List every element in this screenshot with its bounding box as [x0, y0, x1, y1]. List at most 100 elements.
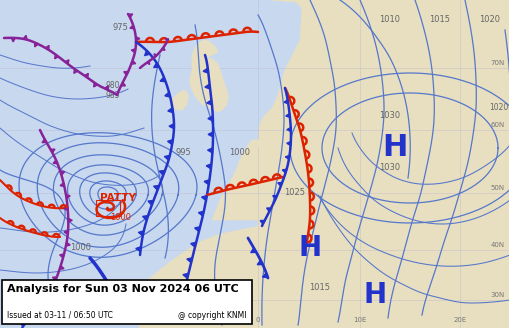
Polygon shape: [153, 186, 159, 190]
Polygon shape: [64, 206, 68, 210]
Polygon shape: [282, 169, 286, 173]
Text: 40N: 40N: [490, 242, 504, 248]
Polygon shape: [65, 60, 69, 64]
Text: 0: 0: [255, 317, 260, 323]
Polygon shape: [60, 183, 64, 187]
Text: 995: 995: [175, 148, 190, 157]
Text: 50N: 50N: [490, 185, 504, 191]
Polygon shape: [167, 108, 173, 113]
Polygon shape: [164, 155, 169, 160]
Polygon shape: [45, 45, 49, 50]
Polygon shape: [285, 113, 290, 117]
Polygon shape: [74, 69, 77, 73]
Polygon shape: [159, 171, 164, 175]
Polygon shape: [177, 305, 182, 310]
Polygon shape: [250, 248, 256, 253]
Polygon shape: [66, 195, 70, 198]
Polygon shape: [54, 54, 59, 59]
Polygon shape: [23, 35, 27, 40]
Polygon shape: [131, 49, 135, 53]
Polygon shape: [60, 266, 64, 269]
Polygon shape: [153, 63, 159, 68]
Text: 1015: 1015: [309, 283, 330, 292]
Text: Issued at 03-11 / 06:50 UTC: Issued at 03-11 / 06:50 UTC: [7, 311, 112, 320]
Text: 1010: 1010: [379, 15, 400, 24]
Text: 1000: 1000: [110, 213, 131, 222]
Polygon shape: [285, 155, 289, 159]
Polygon shape: [124, 72, 128, 75]
Polygon shape: [172, 90, 188, 110]
Polygon shape: [165, 39, 168, 41]
Polygon shape: [60, 171, 65, 175]
FancyBboxPatch shape: [2, 280, 251, 324]
Text: 60N: 60N: [490, 122, 504, 128]
Text: 70N: 70N: [490, 60, 504, 66]
Text: 1000: 1000: [70, 243, 91, 252]
Polygon shape: [50, 149, 55, 153]
Polygon shape: [186, 258, 192, 263]
Polygon shape: [204, 180, 209, 185]
Text: 1030: 1030: [379, 111, 400, 120]
Text: 1020-: 1020-: [488, 103, 509, 112]
Polygon shape: [194, 227, 200, 232]
Polygon shape: [207, 148, 212, 153]
Polygon shape: [284, 100, 288, 104]
Polygon shape: [286, 141, 290, 146]
Polygon shape: [167, 140, 173, 145]
Polygon shape: [286, 128, 290, 132]
Text: 1015: 1015: [429, 15, 449, 24]
Polygon shape: [35, 42, 38, 47]
Text: 980: 980: [105, 81, 120, 90]
Polygon shape: [53, 160, 58, 164]
Polygon shape: [201, 195, 207, 200]
Polygon shape: [21, 323, 25, 327]
Polygon shape: [206, 164, 211, 169]
Text: 975: 975: [112, 23, 128, 32]
Polygon shape: [148, 200, 153, 205]
Polygon shape: [60, 254, 64, 258]
Polygon shape: [84, 73, 88, 78]
Polygon shape: [34, 304, 39, 307]
Polygon shape: [135, 247, 141, 252]
Polygon shape: [260, 220, 264, 224]
Polygon shape: [52, 277, 57, 281]
Polygon shape: [183, 273, 188, 278]
Text: PATTY: PATTY: [100, 193, 136, 203]
Text: H: H: [298, 234, 321, 262]
Polygon shape: [121, 82, 125, 86]
Polygon shape: [179, 289, 185, 294]
Text: Analysis for Sun 03 Nov 2024 06 UTC: Analysis for Sun 03 Nov 2024 06 UTC: [7, 284, 238, 294]
Polygon shape: [143, 215, 148, 220]
Text: 1020: 1020: [478, 15, 499, 24]
Polygon shape: [160, 77, 165, 82]
Polygon shape: [164, 92, 170, 97]
Text: 1030: 1030: [379, 163, 400, 172]
Polygon shape: [130, 25, 134, 29]
Polygon shape: [138, 231, 144, 236]
Polygon shape: [147, 61, 149, 65]
Polygon shape: [11, 38, 15, 42]
Polygon shape: [191, 40, 217, 70]
Polygon shape: [208, 132, 213, 137]
Polygon shape: [208, 116, 213, 121]
Text: 10E: 10E: [353, 317, 366, 323]
Text: H: H: [382, 133, 407, 162]
Polygon shape: [266, 208, 271, 212]
Polygon shape: [168, 124, 174, 129]
Polygon shape: [190, 58, 228, 112]
Bar: [96, 200, 120, 216]
Polygon shape: [257, 260, 262, 265]
Polygon shape: [190, 242, 196, 247]
Polygon shape: [154, 54, 157, 57]
Text: @ copyright KNMI: @ copyright KNMI: [178, 311, 246, 320]
Polygon shape: [104, 86, 108, 90]
Text: 1025: 1025: [284, 188, 305, 197]
Polygon shape: [212, 0, 509, 328]
Polygon shape: [135, 37, 139, 41]
Polygon shape: [66, 242, 70, 246]
Polygon shape: [136, 195, 509, 328]
Polygon shape: [42, 139, 46, 143]
Text: H: H: [363, 281, 386, 309]
Polygon shape: [94, 83, 97, 87]
Polygon shape: [277, 182, 281, 186]
